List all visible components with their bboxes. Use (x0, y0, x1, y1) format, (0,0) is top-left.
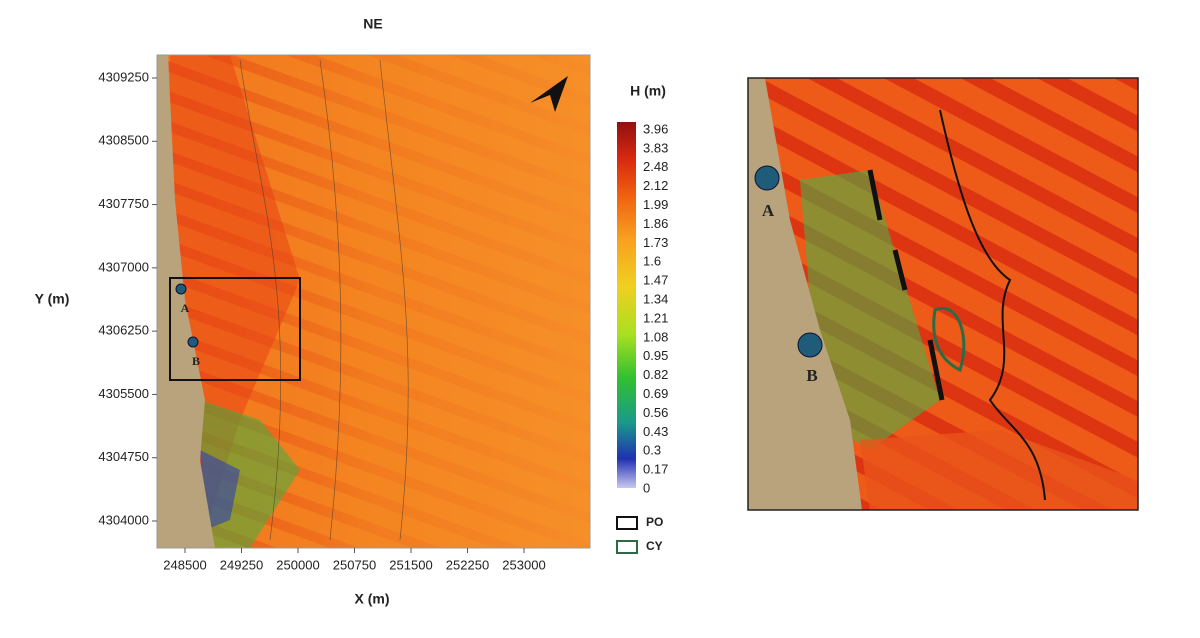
x-tick-label: 253000 (502, 557, 545, 572)
x-tick-label: 250000 (276, 557, 319, 572)
cy-contour (932, 306, 966, 373)
x-tick-label: 249250 (220, 557, 263, 572)
point (754, 165, 780, 191)
map-frame (156, 54, 591, 549)
y-tick-label: 4309250 (98, 69, 149, 84)
contour (939, 109, 1046, 501)
y-tick-label: 4304750 (98, 449, 149, 464)
point (187, 336, 199, 348)
colorbar-label: 0.95 (643, 348, 668, 363)
colorbar-label: 0.69 (643, 386, 668, 401)
colorbar-label: 1.73 (643, 235, 668, 250)
colorbar (617, 122, 636, 488)
colorbar-title: H (m) (630, 83, 666, 99)
inset-box (169, 277, 301, 381)
y-tick-label: 4306250 (98, 323, 149, 338)
colorbar-label: 0.56 (643, 405, 668, 420)
x-tick-label: 248500 (163, 557, 206, 572)
legend-swatch (616, 516, 638, 530)
y-tick-label: 4307000 (98, 259, 149, 274)
map-title: NE (363, 16, 382, 32)
colorbar-label: 0.17 (643, 462, 668, 477)
y-tick-label: 4304000 (98, 512, 149, 527)
point (175, 283, 187, 295)
legend-swatch (616, 540, 638, 554)
colorbar-label: 0.82 (643, 367, 668, 382)
colorbar-label: 3.83 (643, 140, 668, 155)
shadow-zone (860, 430, 1138, 510)
breakwater (867, 169, 945, 401)
wave-map: A B (156, 54, 591, 549)
y-tick-label: 4307750 (98, 196, 149, 211)
colorbar-label: 1.6 (643, 254, 661, 269)
colorbar-label: 1.99 (643, 197, 668, 212)
legend-label: PO (646, 515, 663, 529)
north-arrow (530, 76, 568, 112)
x-tick-label: 251500 (389, 557, 432, 572)
colorbar-label: 1.21 (643, 310, 668, 325)
colorbar-label: 0.43 (643, 424, 668, 439)
calm-zone (200, 450, 240, 530)
inset-frame (747, 77, 1139, 511)
x-tick-label: 252250 (446, 557, 489, 572)
coast (157, 55, 215, 548)
x-axis-label: X (m) (355, 591, 390, 607)
inset-map: A B (747, 77, 1139, 511)
colorbar-label: 2.12 (643, 178, 668, 193)
y-axis-label: Y (m) (35, 291, 70, 307)
colorbar-label: 2.48 (643, 159, 668, 174)
y-tick-label: 4305500 (98, 386, 149, 401)
point-label: A (762, 201, 775, 220)
legend-label: CY (646, 539, 663, 553)
colorbar-label: 1.47 (643, 273, 668, 288)
point (797, 332, 823, 358)
contour (239, 59, 409, 541)
colorbar-label: 1.08 (643, 329, 668, 344)
point-label: B (806, 366, 817, 385)
y-tick-label: 4308500 (98, 133, 149, 148)
colorbar-label: 1.86 (643, 216, 668, 231)
x-tick-label: 250750 (333, 557, 376, 572)
colorbar-label: 0 (643, 480, 650, 495)
point-label: A (181, 301, 190, 315)
point-label: B (192, 354, 200, 368)
colorbar-label: 0.3 (643, 443, 661, 458)
colorbar-label: 1.34 (643, 291, 668, 306)
colorbar-label: 3.96 (643, 121, 668, 136)
